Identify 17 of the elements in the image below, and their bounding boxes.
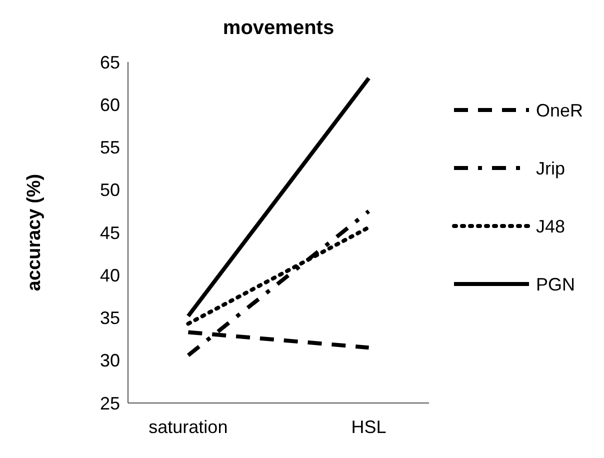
legend-label: OneR [536,100,584,120]
y-tick-label: 55 [100,138,120,158]
legend-label: PGN [536,274,576,294]
y-tick-label: 60 [100,94,120,115]
chart-title: movements [222,17,334,39]
y-tick-label: 35 [100,308,120,328]
y-tick-label: 25 [100,393,120,414]
y-axis-title: accuracy (%) [24,174,45,292]
x-tick-label: saturation [148,417,228,437]
y-tick-label: 65 [100,52,120,72]
y-tick-label: 45 [100,222,120,243]
legend-label: Jrip [536,158,566,178]
legend-label: J48 [536,216,566,236]
y-tick-label: 40 [100,265,120,286]
y-tick-label: 30 [100,350,120,371]
x-tick-label: HSL [351,417,386,437]
y-tick-label: 50 [100,180,120,200]
